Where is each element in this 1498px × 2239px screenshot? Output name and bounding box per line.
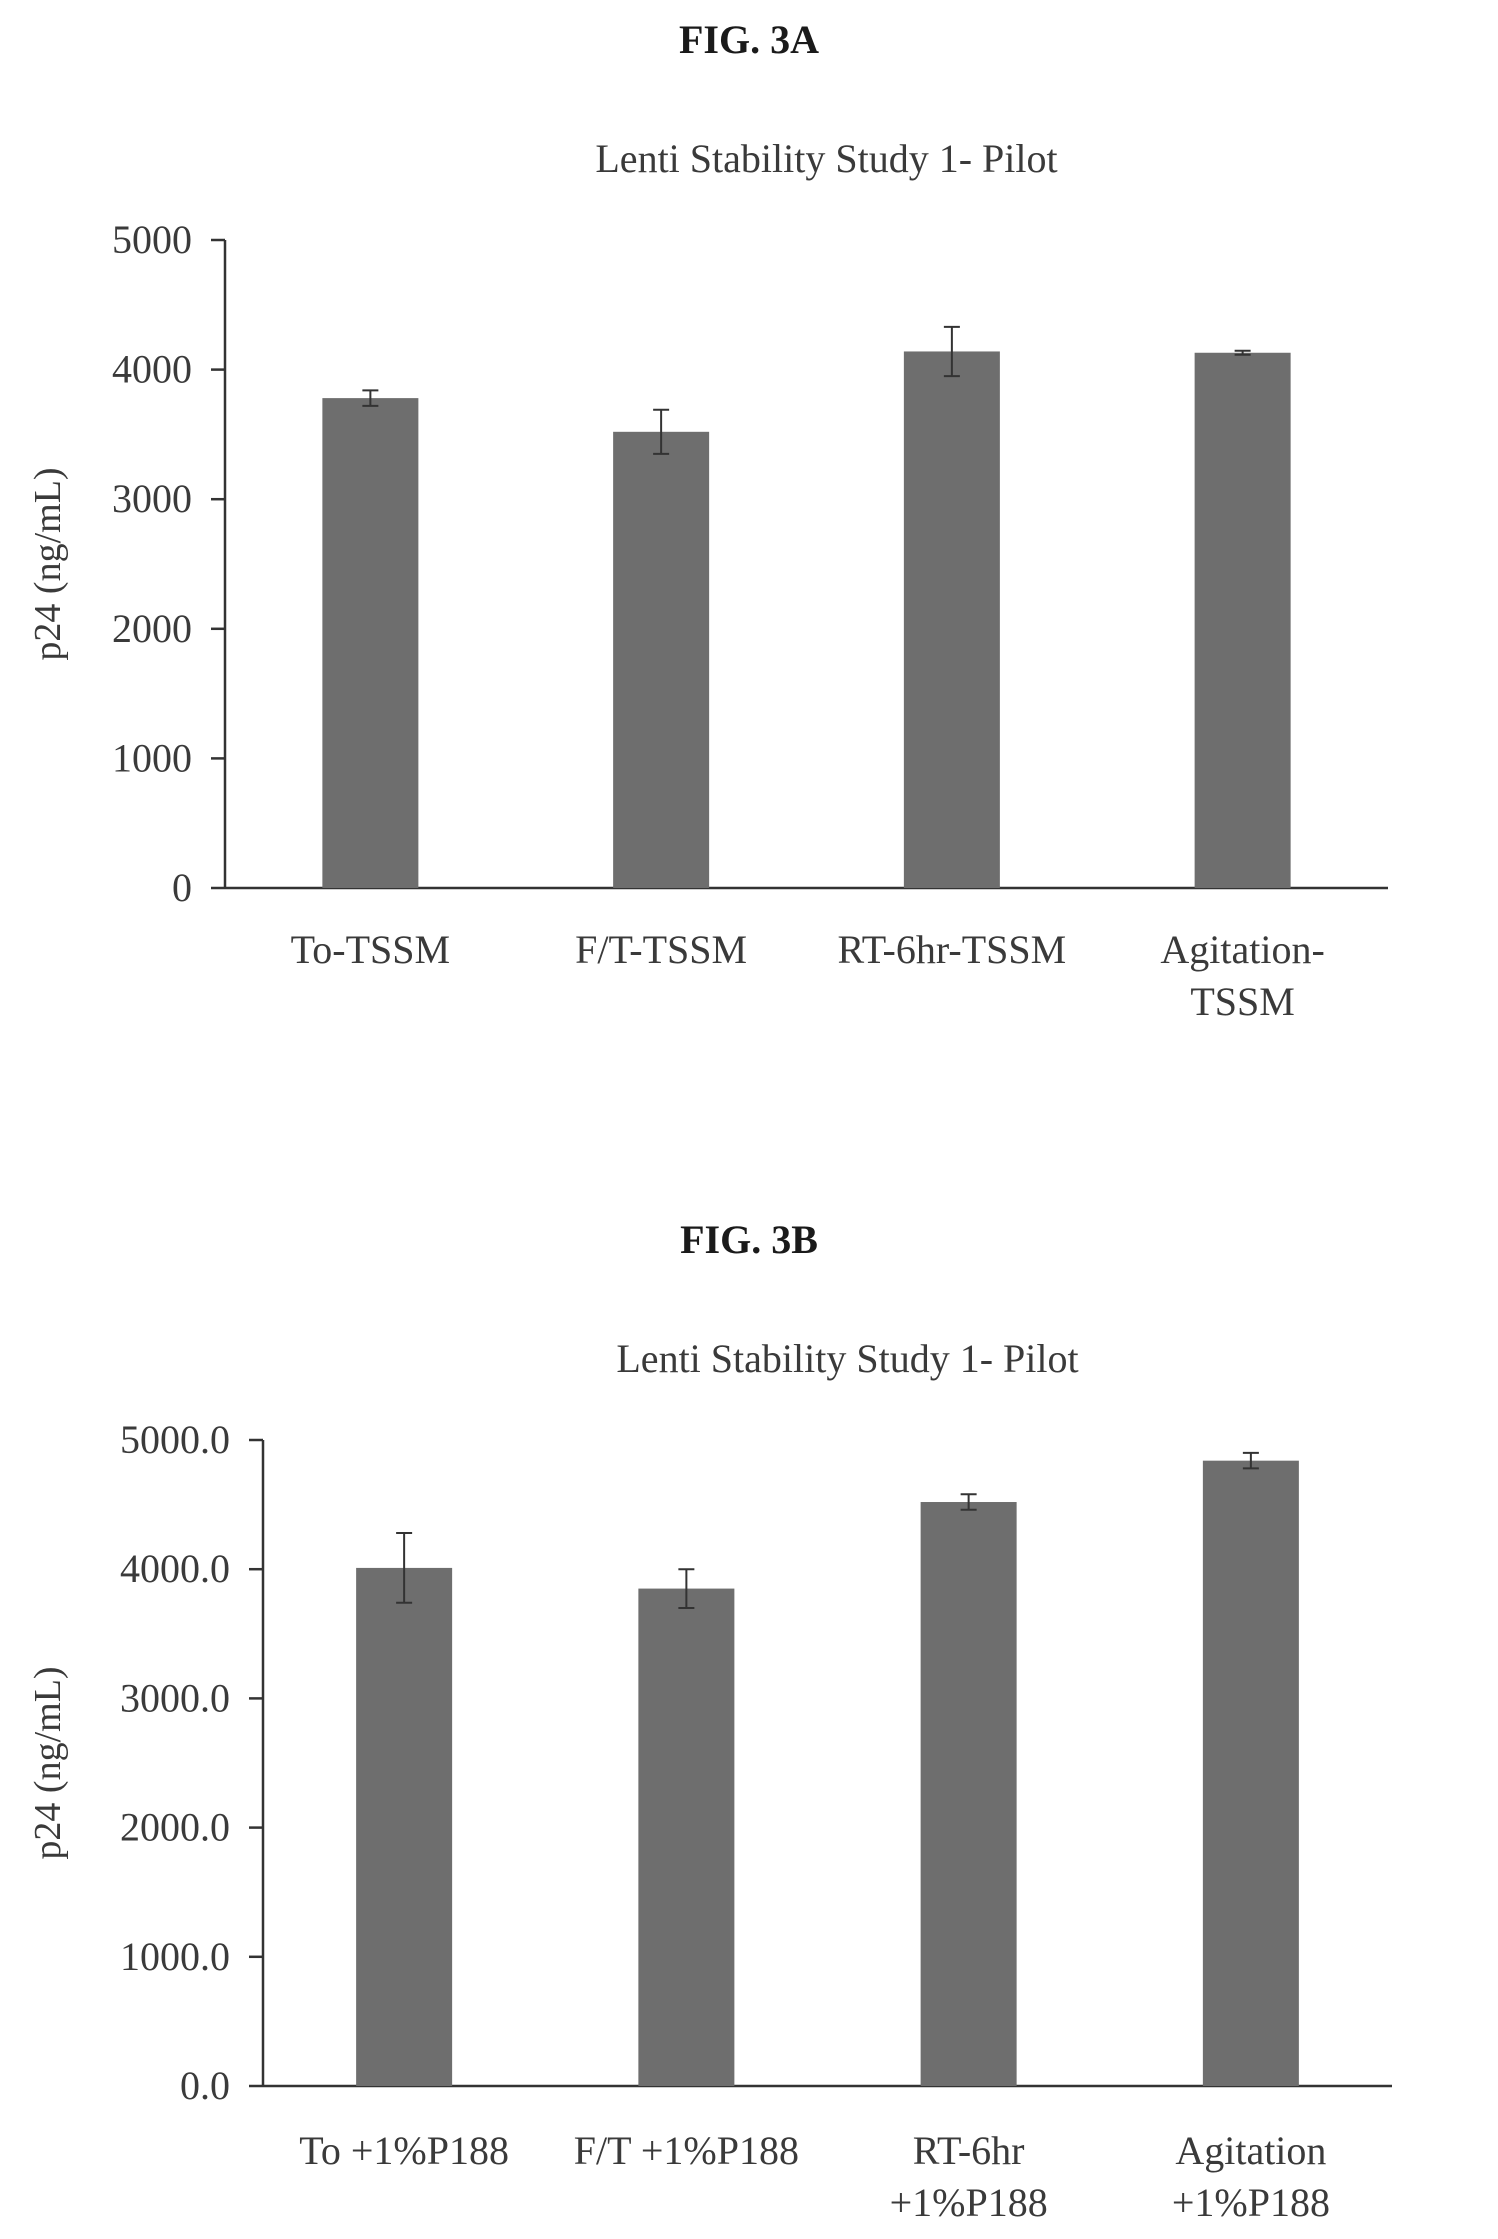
bar: [356, 1567, 453, 2086]
figure-3b: FIG. 3B Lenti Stability Study 1- Pilot p2…: [0, 1200, 1498, 2239]
x-tick-label: F/T-TSSM: [575, 927, 747, 972]
bar: [1194, 352, 1291, 888]
x-tick-label: RT-6hr-TSSM: [838, 927, 1067, 972]
x-tick-label: To-TSSM: [291, 927, 450, 972]
y-axis-label: p24 (ng/mL): [27, 467, 69, 660]
x-tick-label: RT-6hr: [913, 2128, 1025, 2173]
y-tick-label: 0.0: [180, 2063, 230, 2108]
chart-title: Lenti Stability Study 1- Pilot: [595, 136, 1057, 181]
x-tick-label: +1%P188: [1172, 2180, 1330, 2225]
y-tick-label: 3000.0: [120, 1675, 230, 1720]
y-tick-label: 5000: [112, 217, 192, 262]
bar: [903, 351, 1000, 888]
x-tick-label: +1%P188: [890, 2180, 1048, 2225]
figure-label: FIG. 3A: [679, 17, 819, 62]
x-tick-label: Agitation: [1175, 2128, 1326, 2173]
x-tick-label: To +1%P188: [299, 2128, 509, 2173]
chart-title: Lenti Stability Study 1- Pilot: [616, 1336, 1078, 1381]
x-tick-label: F/T +1%P188: [574, 2128, 799, 2173]
x-tick-label: Agitation-: [1160, 927, 1324, 972]
y-tick-label: 2000: [112, 606, 192, 651]
bar: [920, 1502, 1017, 2086]
y-tick-label: 0: [172, 865, 192, 910]
figure-3a: FIG. 3A Lenti Stability Study 1- Pilot p2…: [0, 0, 1498, 1090]
bar-chart: Lenti Stability Study 1- Pilot p24 (ng/mL…: [27, 136, 1388, 1024]
bar: [638, 1588, 735, 2086]
y-tick-label: 2000.0: [120, 1805, 230, 1850]
y-tick-label: 1000: [112, 735, 192, 780]
y-tick-label: 4000: [112, 347, 192, 392]
bar: [322, 398, 419, 888]
bar-chart: Lenti Stability Study 1- Pilot p24 (ng/mL…: [27, 1336, 1392, 2225]
bar: [1202, 1460, 1299, 2086]
y-tick-label: 4000.0: [120, 1546, 230, 1591]
y-tick-label: 3000: [112, 476, 192, 521]
y-tick-label: 1000.0: [120, 1934, 230, 1979]
y-tick-label: 5000.0: [120, 1417, 230, 1462]
figure-label: FIG. 3B: [680, 1217, 818, 1262]
x-tick-label: TSSM: [1190, 979, 1295, 1024]
y-axis-label: p24 (ng/mL): [27, 1666, 69, 1859]
bar: [613, 431, 710, 888]
